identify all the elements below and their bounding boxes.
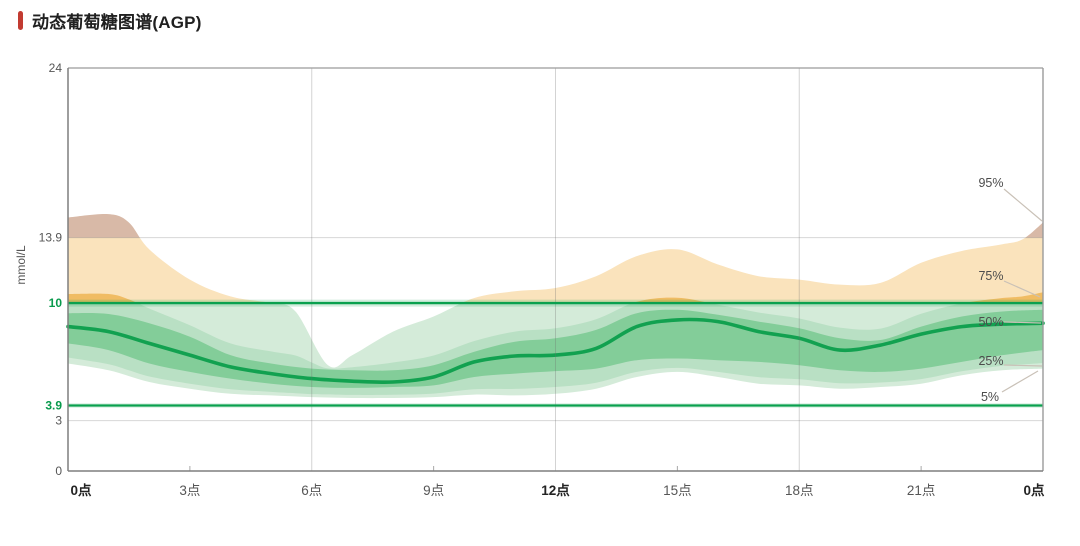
- x-tick-label-0h: 0点: [70, 482, 92, 498]
- percentile-leader-95: [1003, 188, 1043, 222]
- y-tick-label-3.9: 3.9: [45, 399, 62, 413]
- band-5-95-high: [68, 237, 1043, 304]
- x-tick-label-6h: 6点: [301, 483, 322, 498]
- percentile-leader-5: [1001, 370, 1039, 393]
- y-tick-label-10: 10: [49, 296, 63, 310]
- x-tick-label-24h: 0点: [1023, 482, 1045, 498]
- y-tick-label-0: 0: [55, 464, 62, 478]
- percentile-label-95: 95%: [978, 176, 1003, 190]
- median-line: [66, 317, 1045, 385]
- percentile-leader-50: [1003, 321, 1042, 324]
- x-tick-label-12h: 12点: [541, 482, 570, 498]
- percentile-leader-75: [1003, 280, 1041, 298]
- percentile-label-5: 5%: [981, 390, 999, 404]
- y-tick-label-24: 24: [49, 61, 63, 75]
- x-tick-label-18h: 18点: [785, 483, 814, 498]
- percentile-label-50: 50%: [978, 315, 1003, 329]
- band-25-75: [68, 309, 1043, 388]
- percentile-leader-25: [1003, 364, 1043, 367]
- y-tick-label-3: 3: [55, 414, 62, 428]
- percentile-label-75: 75%: [978, 269, 1003, 283]
- x-tick-label-9h: 9点: [423, 483, 444, 498]
- x-tick-label-21h: 21点: [907, 483, 936, 498]
- x-tick-label-3h: 3点: [179, 483, 200, 498]
- y-tick-label-13.9: 13.9: [39, 231, 63, 245]
- page-title: 动态葡萄糖图谱(AGP): [32, 13, 202, 32]
- x-tick-label-15h: 15点: [663, 483, 692, 498]
- percentile-label-25: 25%: [978, 354, 1003, 368]
- title-accent-bar: [18, 11, 23, 30]
- y-axis-unit-label: mmol/L: [14, 245, 28, 285]
- page-header: 动态葡萄糖图谱(AGP): [18, 8, 202, 33]
